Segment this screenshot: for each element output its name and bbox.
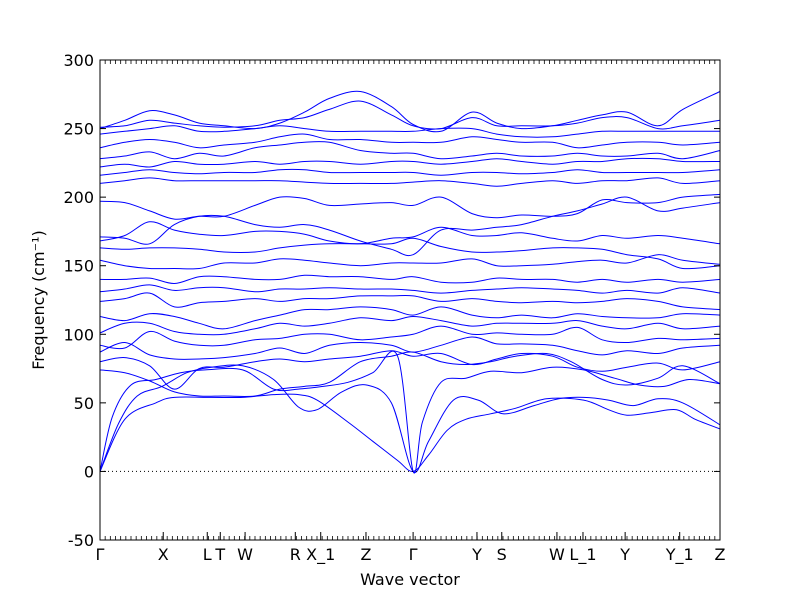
- y-axis-title: Frequency (cm⁻¹): [29, 230, 48, 369]
- band-line-23: [99, 125, 720, 138]
- band-line-6: [99, 336, 721, 360]
- band-line-11: [99, 284, 721, 294]
- band-line-17: [99, 193, 721, 220]
- x-tick-label-4: W: [237, 545, 253, 564]
- y-tick-label-1: 0: [84, 462, 94, 481]
- y-tick-label-4: 150: [63, 257, 94, 276]
- band-line-5: [99, 350, 721, 390]
- x-tick-label-5: R: [290, 545, 301, 564]
- band-line-14: [99, 237, 721, 270]
- x-tick-label-12: L_1: [569, 545, 596, 565]
- y-tick-label-5: 200: [63, 188, 94, 207]
- x-axis-title: Wave vector: [360, 570, 460, 589]
- band-line-1: [99, 393, 721, 472]
- band-line-25: [99, 90, 721, 133]
- band-line-12: [99, 274, 721, 285]
- band-line-19: [99, 168, 721, 176]
- x-tick-label-10: S: [497, 545, 507, 564]
- x-tick-label-11: W: [549, 545, 565, 564]
- band-line-21: [99, 141, 721, 160]
- x-tick-label-6: X_1: [306, 545, 335, 565]
- band-line-8: [99, 315, 721, 336]
- band-line-13: [99, 254, 721, 270]
- x-tick-label-3: T: [214, 545, 225, 564]
- band-line-20: [99, 157, 721, 168]
- y-tick-label-7: 300: [63, 51, 94, 70]
- band-line-10: [99, 292, 721, 311]
- band-lines: [99, 90, 721, 474]
- band-line-9: [99, 306, 721, 330]
- band-line-18: [99, 177, 721, 187]
- band-line-24: [99, 100, 721, 130]
- x-tick-label-0: Γ: [96, 545, 105, 564]
- y-tick-label-3: 100: [63, 325, 94, 344]
- x-tick-label-13: Y: [619, 545, 630, 564]
- y-tick-label-0: -50: [68, 531, 94, 550]
- plot-frame: [99, 59, 721, 541]
- band-line-3: [99, 350, 721, 474]
- x-tick-label-2: L: [203, 545, 212, 564]
- x-tick-label-8: Γ: [409, 545, 418, 564]
- band-line-22: [99, 133, 721, 149]
- band-line-15: [99, 221, 721, 245]
- x-tick-label-1: X: [158, 545, 169, 564]
- x-tick-label-14: Y_1: [665, 545, 694, 565]
- y-tick-label-2: 50: [74, 394, 94, 413]
- band-line-7: [99, 325, 721, 350]
- x-tick-label-9: Y: [471, 545, 482, 564]
- x-tick-label-15: Z: [715, 545, 726, 564]
- y-tick-label-6: 250: [63, 120, 94, 139]
- x-tick-label-7: Z: [360, 545, 371, 564]
